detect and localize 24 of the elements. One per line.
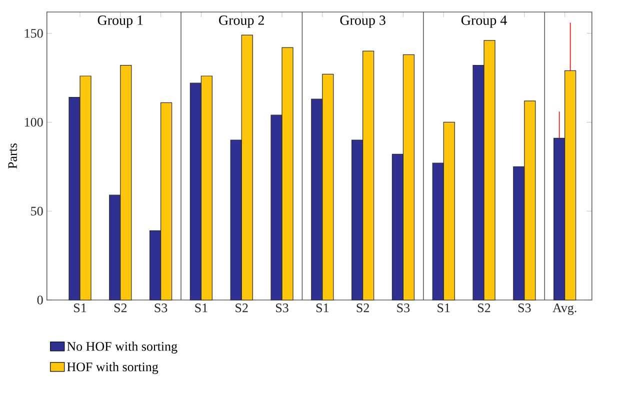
x-tick-label: S3 — [397, 304, 410, 312]
x-tick-label: S1 — [74, 304, 86, 312]
y-tick-label: 150 — [24, 28, 43, 38]
x-tick-label: S3 — [276, 304, 288, 312]
y-tick-label: 0 — [37, 296, 43, 304]
y-tick-label: 50 — [31, 206, 43, 216]
y-tick-label: 100 — [24, 118, 43, 127]
annotation: Group 1 — [98, 16, 143, 28]
legend-label: No HOF with sorting — [67, 342, 178, 354]
annotation: Group 3 — [340, 16, 386, 28]
x-tick-label: S3 — [154, 304, 168, 312]
x-tick-label: S2 — [356, 304, 369, 312]
x-tick-label: S3 — [518, 304, 531, 312]
x-tick-label: S1 — [316, 304, 328, 312]
legend-label: HOF with sorting — [67, 362, 158, 374]
x-tick-label: S2 — [236, 304, 248, 312]
y-axis-title: Parts — [8, 143, 17, 169]
x-tick-label: S1 — [195, 304, 208, 312]
x-tick-label: S1 — [438, 304, 450, 312]
x-tick-label: Avg. — [552, 304, 576, 315]
x-tick-label: S2 — [114, 304, 127, 312]
annotation: Group 2 — [219, 16, 264, 28]
annotation: Group 4 — [461, 16, 507, 28]
x-tick-label: S2 — [478, 304, 490, 312]
